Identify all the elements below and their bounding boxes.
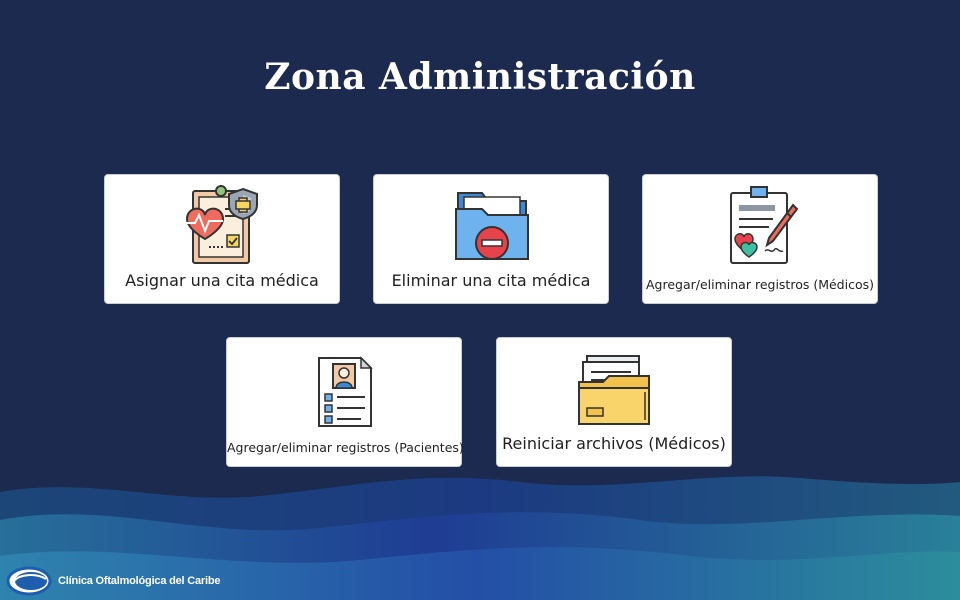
page-title: Zona Administración bbox=[264, 56, 696, 98]
clinic-name: Clínica Oftalmológica del Caribe bbox=[58, 575, 221, 587]
clipboard-sign-icon bbox=[730, 186, 799, 264]
card-label: Asignar una cita médica bbox=[125, 271, 319, 290]
patient-profile-icon bbox=[318, 356, 373, 427]
clinic-logo: Clínica Oftalmológica del Caribe bbox=[6, 566, 221, 596]
card-manage-doctor-records[interactable]: Agregar/eliminar registros (Médicos) bbox=[642, 174, 878, 304]
medical-record-icon bbox=[185, 185, 258, 264]
card-label: Agregar/eliminar registros (Médicos) bbox=[645, 277, 874, 292]
card-delete-appointment[interactable]: Eliminar una cita médica bbox=[373, 174, 609, 304]
card-label: Agregar/eliminar registros (Pacientes) bbox=[227, 440, 464, 455]
card-reset-files[interactable]: Reiniciar archivos (Médicos) bbox=[496, 337, 732, 467]
card-label: Reiniciar archivos (Médicos) bbox=[502, 434, 726, 453]
files-folder-icon bbox=[578, 355, 650, 425]
folder-delete-icon bbox=[455, 192, 529, 260]
card-manage-patient-records[interactable]: Agregar/eliminar registros (Pacientes) bbox=[226, 337, 464, 467]
eye-logo-icon bbox=[6, 566, 52, 596]
card-assign-appointment[interactable]: Asignar una cita médica bbox=[104, 174, 340, 304]
card-label: Eliminar una cita médica bbox=[391, 271, 591, 290]
